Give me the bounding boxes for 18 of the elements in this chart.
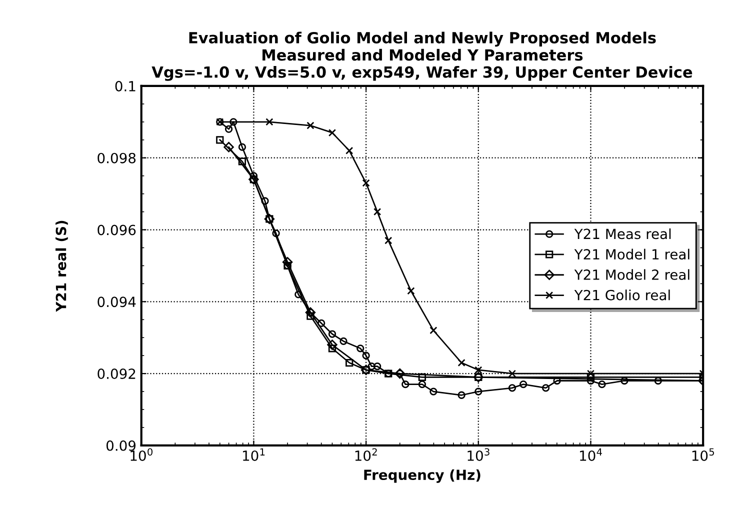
x-tick-label: 10$^{5}$ bbox=[692, 448, 714, 461]
legend-label: Y21 Model 1 real bbox=[574, 248, 690, 260]
x-tick-label: 10$^{3}$ bbox=[468, 448, 490, 461]
legend-label: Y21 Model 2 real bbox=[574, 269, 690, 280]
chart-title: Evaluation of Golio Model and Newly Proposed Models Measured and Modeled Y Parameters Vgs=-1.0 v, Vds=5.0 v, exp549, Wafer 39, Upper Center Device bbox=[152, 32, 692, 81]
y-tick-label: 0.096 bbox=[98, 224, 136, 236]
y-tick-label: 0.09 bbox=[106, 440, 136, 451]
x-tick-label: 10$^{1}$ bbox=[243, 448, 265, 461]
x-tick-label: 10$^{2}$ bbox=[355, 448, 377, 461]
y-tick-label: 0.092 bbox=[98, 368, 136, 380]
y-tick-label: 0.094 bbox=[98, 296, 136, 308]
x-tick-label: 10$^{4}$ bbox=[580, 448, 602, 461]
y-axis-title: Y21 real (S) bbox=[56, 220, 68, 312]
x-axis-title: Frequency (Hz) bbox=[364, 469, 480, 483]
y-tick-label: 0.098 bbox=[98, 152, 136, 164]
legend-label: Y21 Golio real bbox=[574, 290, 670, 300]
y-tick-label: 0.1 bbox=[115, 80, 136, 92]
legend-label: Y21 Meas real bbox=[574, 228, 671, 240]
